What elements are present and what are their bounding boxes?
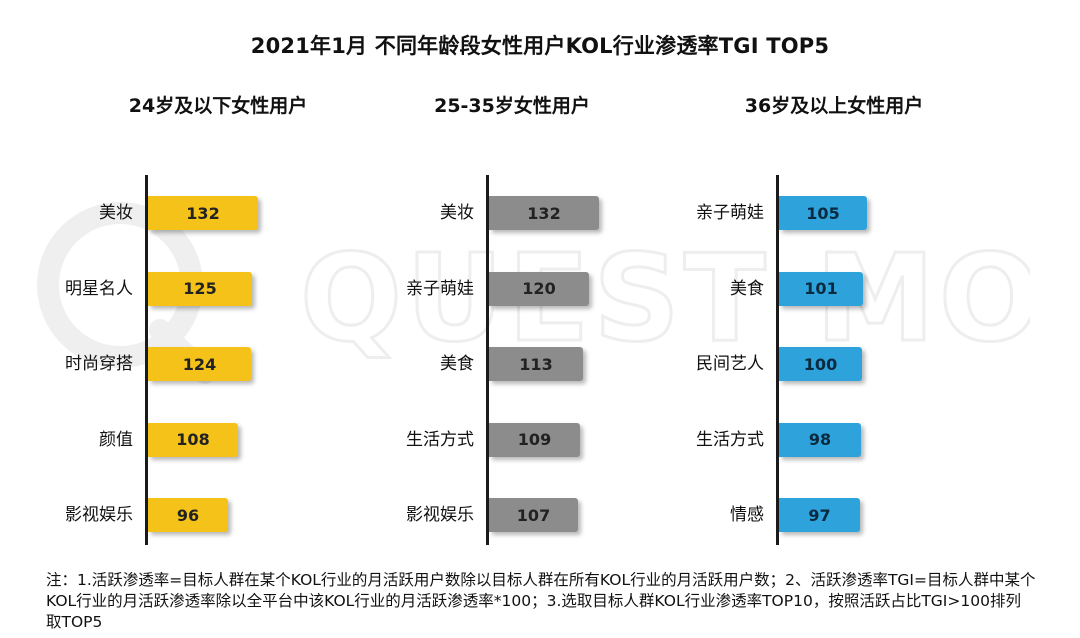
bar-chart-panel-3: 亲子萌娃 105 美食 101 民间艺人 100 生活方式 98 情感 97	[696, 175, 1080, 545]
data-label: 132	[527, 203, 561, 223]
data-label: 100	[803, 354, 838, 374]
y-axis-line	[145, 175, 148, 545]
bar: 124	[148, 347, 251, 381]
category-label: 情感	[730, 505, 764, 525]
bar: 113	[489, 347, 583, 381]
bar: 132	[489, 196, 599, 230]
bar-chart-panel-1: 美妆 132 明星名人 125 时尚穿搭 124 颜值 108 影视娱乐 96	[65, 175, 475, 545]
category-label: 美食	[440, 354, 474, 374]
data-label: 105	[806, 203, 840, 223]
y-axis-line	[776, 175, 779, 545]
category-label: 亲子萌娃	[696, 203, 764, 223]
category-label: 亲子萌娃	[406, 278, 474, 299]
bar: 109	[489, 422, 580, 457]
bar: 100	[779, 347, 862, 381]
category-label: 美妆	[440, 203, 474, 223]
category-label: 颜值	[99, 429, 133, 450]
data-label: 108	[176, 430, 210, 449]
data-label: 96	[176, 505, 200, 525]
data-label: 132	[186, 203, 220, 223]
bar: 96	[148, 498, 228, 532]
bar: 107	[489, 498, 578, 532]
bar: 125	[148, 271, 252, 306]
category-label: 美食	[730, 278, 764, 299]
data-label: 98	[808, 430, 832, 449]
panel-title-3: 36岁及以上女性用户	[744, 95, 924, 117]
data-label: 125	[183, 279, 217, 298]
bar: 120	[489, 271, 589, 306]
bar-chart-panel-2: 美妆 132 亲子萌娃 120 美食 113 生活方式 109 影视娱乐 107	[406, 175, 816, 545]
category-label: 生活方式	[406, 429, 474, 450]
bar: 97	[779, 498, 860, 532]
category-label: 美妆	[99, 203, 133, 223]
data-label: 101	[804, 279, 838, 298]
category-label: 生活方式	[696, 429, 764, 450]
y-axis-line	[486, 175, 489, 545]
data-label: 97	[808, 505, 831, 525]
category-label: 时尚穿搭	[65, 354, 133, 374]
data-label: 109	[517, 430, 552, 449]
footnote: 注：1.活跃渗透率=目标人群在某个KOL行业的月活跃用户数除以目标人群在所有KO…	[46, 571, 1036, 631]
data-label: 107	[516, 505, 551, 525]
bar: 108	[148, 422, 238, 457]
data-label: 124	[182, 354, 217, 374]
bar: 105	[779, 196, 867, 230]
category-label: 明星名人	[65, 278, 133, 299]
category-label: 影视娱乐	[65, 505, 133, 525]
bar: 101	[779, 271, 863, 306]
category-label: 民间艺人	[696, 354, 764, 374]
chart-title: 2021年1月 不同年龄段女性用户KOL行业渗透率TGI TOP5	[250, 34, 830, 58]
data-label: 120	[522, 279, 556, 298]
panel-title-1: 24岁及以下女性用户	[128, 95, 308, 117]
bar: 98	[779, 422, 861, 457]
data-label: 113	[519, 354, 553, 374]
bar: 132	[148, 196, 258, 230]
panel-title-2: 25-35岁女性用户	[434, 95, 590, 117]
category-label: 影视娱乐	[406, 505, 474, 525]
